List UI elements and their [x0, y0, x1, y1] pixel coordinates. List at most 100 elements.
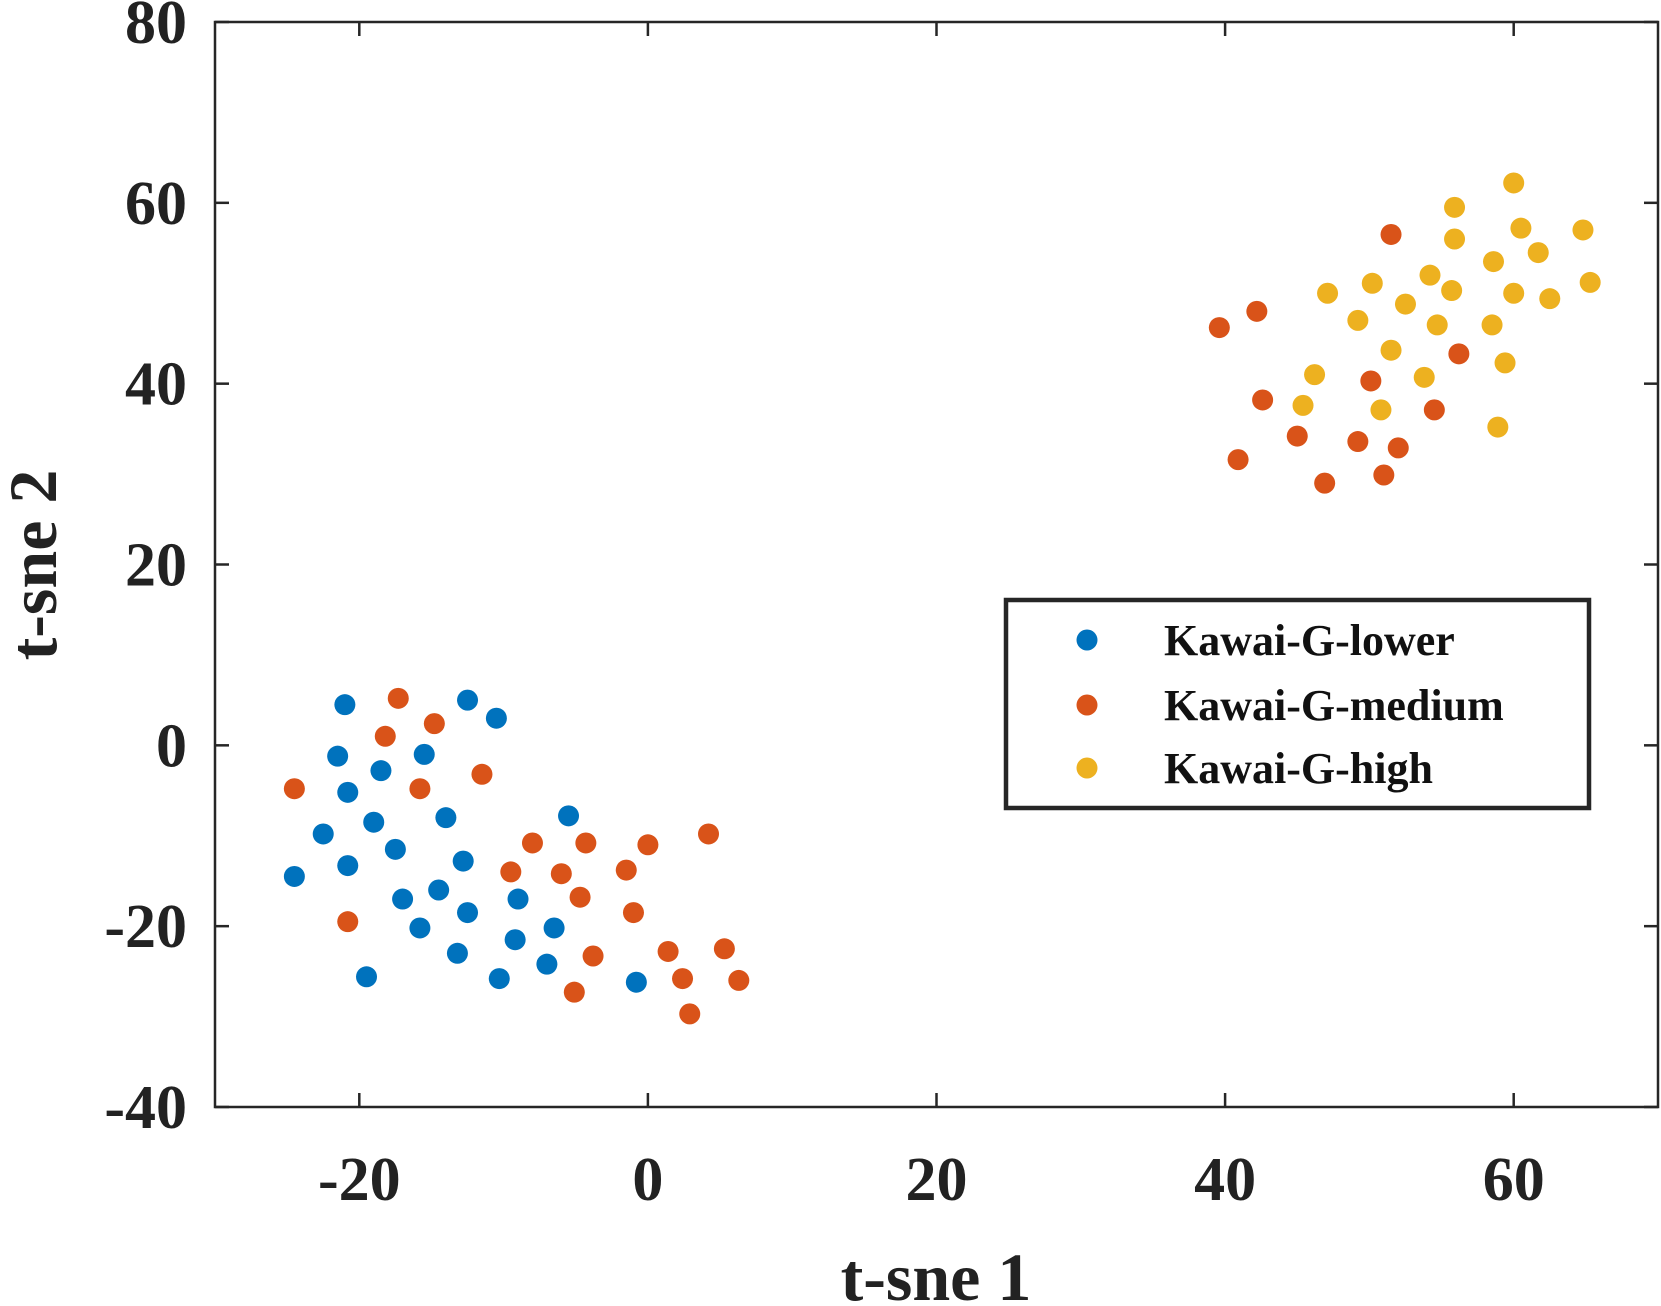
data-point: [1539, 288, 1561, 310]
data-point: [1487, 416, 1509, 438]
data-point: [387, 687, 409, 709]
data-point: [337, 911, 359, 933]
data-point: [1394, 293, 1416, 315]
y-axis-label: t-sne 2: [0, 470, 71, 661]
data-point: [1380, 223, 1402, 245]
data-point: [1208, 317, 1230, 339]
data-point: [1360, 370, 1382, 392]
data-point: [413, 743, 435, 765]
data-point: [1503, 282, 1525, 304]
data-point: [392, 888, 414, 910]
y-tick-label: 20: [125, 532, 187, 600]
legend-marker: [1076, 694, 1098, 716]
data-point: [1572, 219, 1594, 241]
data-point: [569, 886, 591, 908]
data-point: [1380, 339, 1402, 361]
data-point: [1246, 300, 1268, 322]
data-point: [637, 834, 659, 856]
data-point: [471, 763, 493, 785]
data-point: [1286, 425, 1308, 447]
data-point: [625, 971, 647, 993]
data-point: [283, 778, 305, 800]
data-point: [713, 938, 735, 960]
data-point: [728, 969, 750, 991]
x-tick-label: 60: [1483, 1146, 1545, 1214]
y-tick-label: -20: [104, 893, 187, 961]
data-point: [1373, 464, 1395, 486]
data-point: [435, 807, 457, 829]
data-point: [283, 865, 305, 887]
data-point: [1292, 394, 1314, 416]
x-axis-label: t-sne 1: [841, 1239, 1032, 1306]
data-point: [409, 917, 431, 939]
data-point: [327, 745, 349, 767]
data-point: [446, 942, 468, 964]
data-point: [1387, 437, 1409, 459]
data-point: [1482, 251, 1504, 273]
data-point: [409, 778, 431, 800]
data-point: [452, 850, 474, 872]
data-point: [1370, 399, 1392, 421]
data-point: [1503, 172, 1525, 194]
data-point: [1448, 343, 1470, 365]
plot-area-frame: [213, 20, 1660, 1109]
legend-marker: [1076, 629, 1098, 651]
data-point: [1441, 280, 1463, 302]
data-point: [1510, 217, 1532, 239]
data-point: [1481, 314, 1503, 336]
data-point: [1317, 282, 1339, 304]
data-point: [1444, 196, 1466, 218]
legend: Kawai-G-lower Kawai-G-medium Kawai-G-high: [1003, 597, 1592, 811]
data-point: [1252, 389, 1274, 411]
y-axis-ticks: -40 -20 0 20 40 60 80: [104, 0, 1658, 1142]
legend-entries: Kawai-G-lower Kawai-G-medium Kawai-G-high: [1076, 616, 1504, 793]
x-tick-label: 0: [632, 1146, 663, 1214]
data-point: [363, 811, 385, 833]
data-point: [488, 968, 510, 990]
data-point: [428, 879, 450, 901]
data-point: [374, 725, 396, 747]
data-point: [507, 888, 529, 910]
data-point: [500, 861, 522, 883]
data-point: [550, 863, 572, 885]
x-axis-ticks: -20 0 20 40 60: [318, 22, 1545, 1214]
data-point: [1426, 314, 1448, 336]
data-point: [485, 707, 507, 729]
data-point: [1423, 399, 1445, 421]
data-point: [1444, 228, 1466, 250]
data-point: [356, 966, 378, 988]
data-point: [457, 902, 479, 924]
data-point: [312, 823, 334, 845]
data-point: [337, 855, 359, 877]
data-point: [1419, 264, 1441, 286]
data-point: [657, 940, 679, 962]
legend-label: Kawai-G-high: [1164, 744, 1433, 793]
y-tick-label: 40: [125, 351, 187, 419]
data-point: [679, 1003, 701, 1025]
data-point: [1227, 449, 1249, 471]
data-point: [1347, 309, 1369, 331]
data-point: [1527, 242, 1549, 264]
data-point: [615, 859, 637, 881]
data-point: [622, 902, 644, 924]
data-point: [521, 832, 543, 854]
data-point: [1347, 431, 1369, 453]
data-point: [582, 945, 604, 967]
x-tick-label: 40: [1194, 1146, 1256, 1214]
y-tick-label: 60: [125, 170, 187, 238]
data-point: [536, 953, 558, 975]
y-tick-label: 0: [156, 712, 187, 780]
data-point: [337, 781, 359, 803]
data-points: [283, 172, 1601, 1025]
data-point: [563, 981, 585, 1003]
legend-label: Kawai-G-medium: [1164, 681, 1504, 730]
data-point: [384, 838, 406, 860]
data-point: [370, 760, 392, 782]
x-tick-label: -20: [318, 1146, 401, 1214]
data-point: [334, 694, 356, 716]
data-point: [575, 832, 597, 854]
x-tick-label: 20: [906, 1146, 968, 1214]
legend-box: [1003, 597, 1592, 811]
data-point: [543, 917, 565, 939]
